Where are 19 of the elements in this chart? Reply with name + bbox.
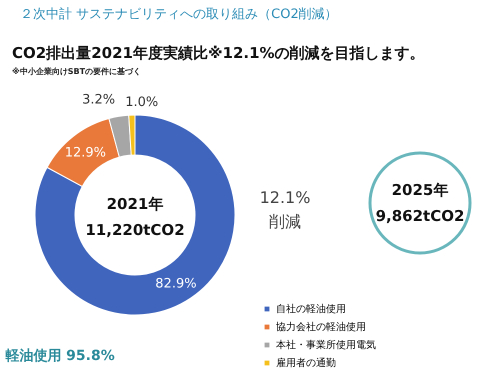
data-label: 82.9% xyxy=(155,276,197,292)
data-label: 3.2% xyxy=(82,92,116,108)
chart-title: ２次中計 サステナビリティへの取り組み（CO2削減） xyxy=(20,7,338,22)
text: 軽油使用 95.8% xyxy=(4,348,115,364)
data-label: 12.9% xyxy=(64,145,106,160)
text: 9,862tCO2 xyxy=(376,207,464,225)
text: 2021年 xyxy=(106,195,164,213)
legend-label: 自社の軽油使用 xyxy=(276,303,346,315)
text: ※中小企業向けSBTの要件に基づく xyxy=(12,67,142,76)
text: 12.1% xyxy=(260,188,310,207)
text: 11,220tCO2 xyxy=(85,221,185,239)
text: 削減 xyxy=(269,212,301,231)
legend-label: 雇用者の通勤 xyxy=(276,357,336,369)
chart-subtitle: CO2排出量2021年度実績比※12.1%の削減を目指します。 xyxy=(12,44,425,62)
text: 2025年 xyxy=(392,181,448,199)
data-label: 1.0% xyxy=(125,95,158,110)
legend-label: 本社・事業所使用電気 xyxy=(276,339,376,351)
legend-label: 協力会社の軽油使用 xyxy=(276,321,366,333)
donut-slice xyxy=(34,114,236,316)
